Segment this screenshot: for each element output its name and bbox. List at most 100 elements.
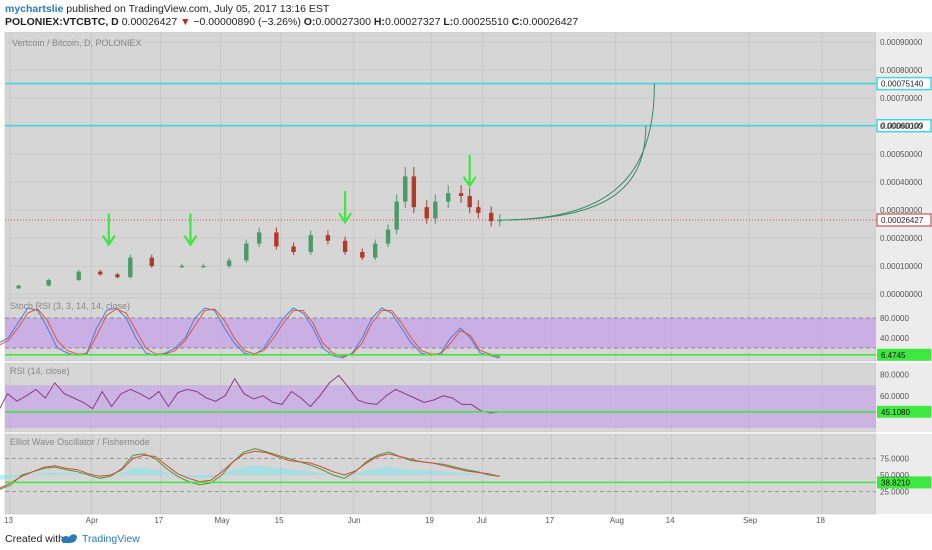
rsi-panel	[0, 362, 932, 433]
x-tick-label: 14	[666, 516, 675, 525]
resistance-label: 0.00075140	[881, 80, 924, 89]
y-tick-label: 0.00040000	[880, 178, 923, 187]
y-tick-label: 25.0000	[880, 488, 909, 497]
candle-body	[46, 280, 51, 286]
y-tick-label: 80.0000	[880, 370, 909, 379]
fisher-panel	[0, 433, 932, 515]
fisher-panel-axis-bg	[876, 434, 932, 514]
chart-area[interactable]: 0.00090000 0.00080000 0.00070000 0.00060000…	[0, 32, 932, 528]
down-arrow-icon	[101, 213, 116, 247]
author-link[interactable]: mychartslie	[5, 3, 64, 15]
open-value: 0.00027300	[315, 16, 371, 28]
candle-body	[98, 271, 103, 275]
projection-curve	[499, 125, 647, 221]
ohlc-line: POLONIEX:VTCBTC, D 0.00026427 ▼ −0.00000…	[5, 16, 578, 28]
stoch-title: Stoch RSI (3, 3, 14, 14, close)	[10, 301, 130, 311]
price-panel-bg	[4, 32, 877, 299]
x-tick-label: 17	[545, 516, 554, 525]
last-price: 0.00026427	[121, 16, 178, 28]
x-tick-label: Jul	[477, 516, 487, 525]
y-tick-label: 50.0000	[880, 471, 909, 480]
rsi-line	[0, 374, 500, 414]
x-tick-label: Aug	[610, 516, 624, 525]
chart-header: mychartslie published on TradingView.com…	[0, 0, 932, 32]
y-tick-label: 0.00080000	[880, 66, 923, 75]
y-tick-label: 0.00050000	[880, 150, 923, 159]
candle-body	[325, 235, 331, 241]
resistance-label-box	[876, 118, 932, 133]
stoch-band	[5, 318, 876, 348]
candle-body	[446, 193, 451, 202]
y-tick-label: 0.00010000	[880, 262, 923, 271]
footer: Created with TradingView	[0, 528, 932, 550]
resistance-label-box	[876, 76, 932, 91]
low-value: 0.00025510	[453, 16, 509, 28]
down-arrow-icon	[183, 213, 198, 247]
published-text: published on TradingView.com, July 05, 2…	[63, 3, 330, 15]
y-tick-label: 0.00070000	[880, 94, 923, 103]
price-panel-axis-bg	[876, 32, 932, 298]
candle-body	[385, 229, 391, 244]
candle-body	[360, 252, 365, 258]
last-price-label: 0.00026427	[881, 216, 924, 225]
close-label: C:	[511, 16, 523, 28]
y-tick-label: 40.0000	[880, 334, 909, 343]
candle-body	[76, 271, 81, 280]
candle-body	[372, 243, 378, 258]
candle-body	[488, 212, 494, 222]
candle-body	[16, 285, 21, 289]
price-change: −0.00000890 (−3.26%)	[193, 16, 301, 28]
candle-body	[424, 207, 429, 219]
x-tick-label: 15	[275, 516, 284, 525]
candle-body	[467, 196, 472, 208]
created-with-text: Created with	[5, 533, 64, 545]
y-tick-label: 0.00030000	[880, 206, 923, 215]
rsi-title: RSI (14, close)	[10, 366, 70, 376]
candle-body	[201, 266, 206, 268]
x-tick-label: 18	[816, 516, 825, 525]
y-tick-label: 60.0000	[880, 392, 909, 401]
y-tick-label: 0.00020000	[880, 234, 923, 243]
x-tick-label: 17	[154, 516, 163, 525]
candle-body	[342, 240, 348, 252]
y-tick-label: 75.0000	[880, 455, 909, 464]
down-triangle-icon: ▼	[180, 16, 191, 28]
level-label-box	[877, 405, 931, 418]
high-value: 0.00027327	[384, 16, 441, 28]
rsi-band	[5, 385, 876, 428]
tradingview-logo-icon	[61, 534, 77, 543]
x-tick-label: 13	[4, 516, 13, 525]
candle-body	[497, 220, 502, 222]
high-label: H:	[373, 16, 385, 28]
level-label: 38.8210	[881, 478, 910, 487]
fisher-line-b	[0, 450, 500, 489]
rsi-panel-axis-bg	[876, 363, 932, 432]
down-arrow-icon	[462, 154, 477, 188]
candle-body	[394, 201, 399, 230]
candle-body	[244, 243, 249, 261]
x-tick-label: Apr	[86, 516, 99, 525]
candle-body	[411, 176, 417, 208]
y-tick-label: 0.00090000	[880, 38, 923, 47]
candle-body	[115, 274, 120, 278]
down-arrow-icon	[338, 191, 353, 225]
x-tick-label: May	[215, 516, 230, 525]
y-tick-label: 80.0000	[880, 314, 909, 323]
price-panel	[4, 32, 932, 299]
candle-body	[274, 232, 279, 247]
candle-body	[458, 193, 464, 196]
fisher-line-a	[0, 448, 500, 490]
candle-body	[308, 235, 313, 252]
open-label: O:	[303, 16, 316, 28]
symbol-label: POLONIEX:VTCBTC, D	[5, 16, 119, 28]
stoch-d-line	[0, 308, 500, 358]
y-tick-label: 0.00060000	[880, 122, 923, 131]
candle-body	[291, 246, 296, 252]
fisher-area	[0, 465, 500, 481]
x-tick-label: Sep	[743, 516, 758, 525]
publisher-line: mychartslie published on TradingView.com…	[5, 3, 329, 15]
candle-body	[433, 201, 438, 219]
fisher-title: Elliot Wave Oscillator / Fishermode	[10, 437, 150, 447]
candle-body	[149, 257, 154, 266]
tradingview-brand[interactable]: TradingView	[82, 533, 140, 545]
